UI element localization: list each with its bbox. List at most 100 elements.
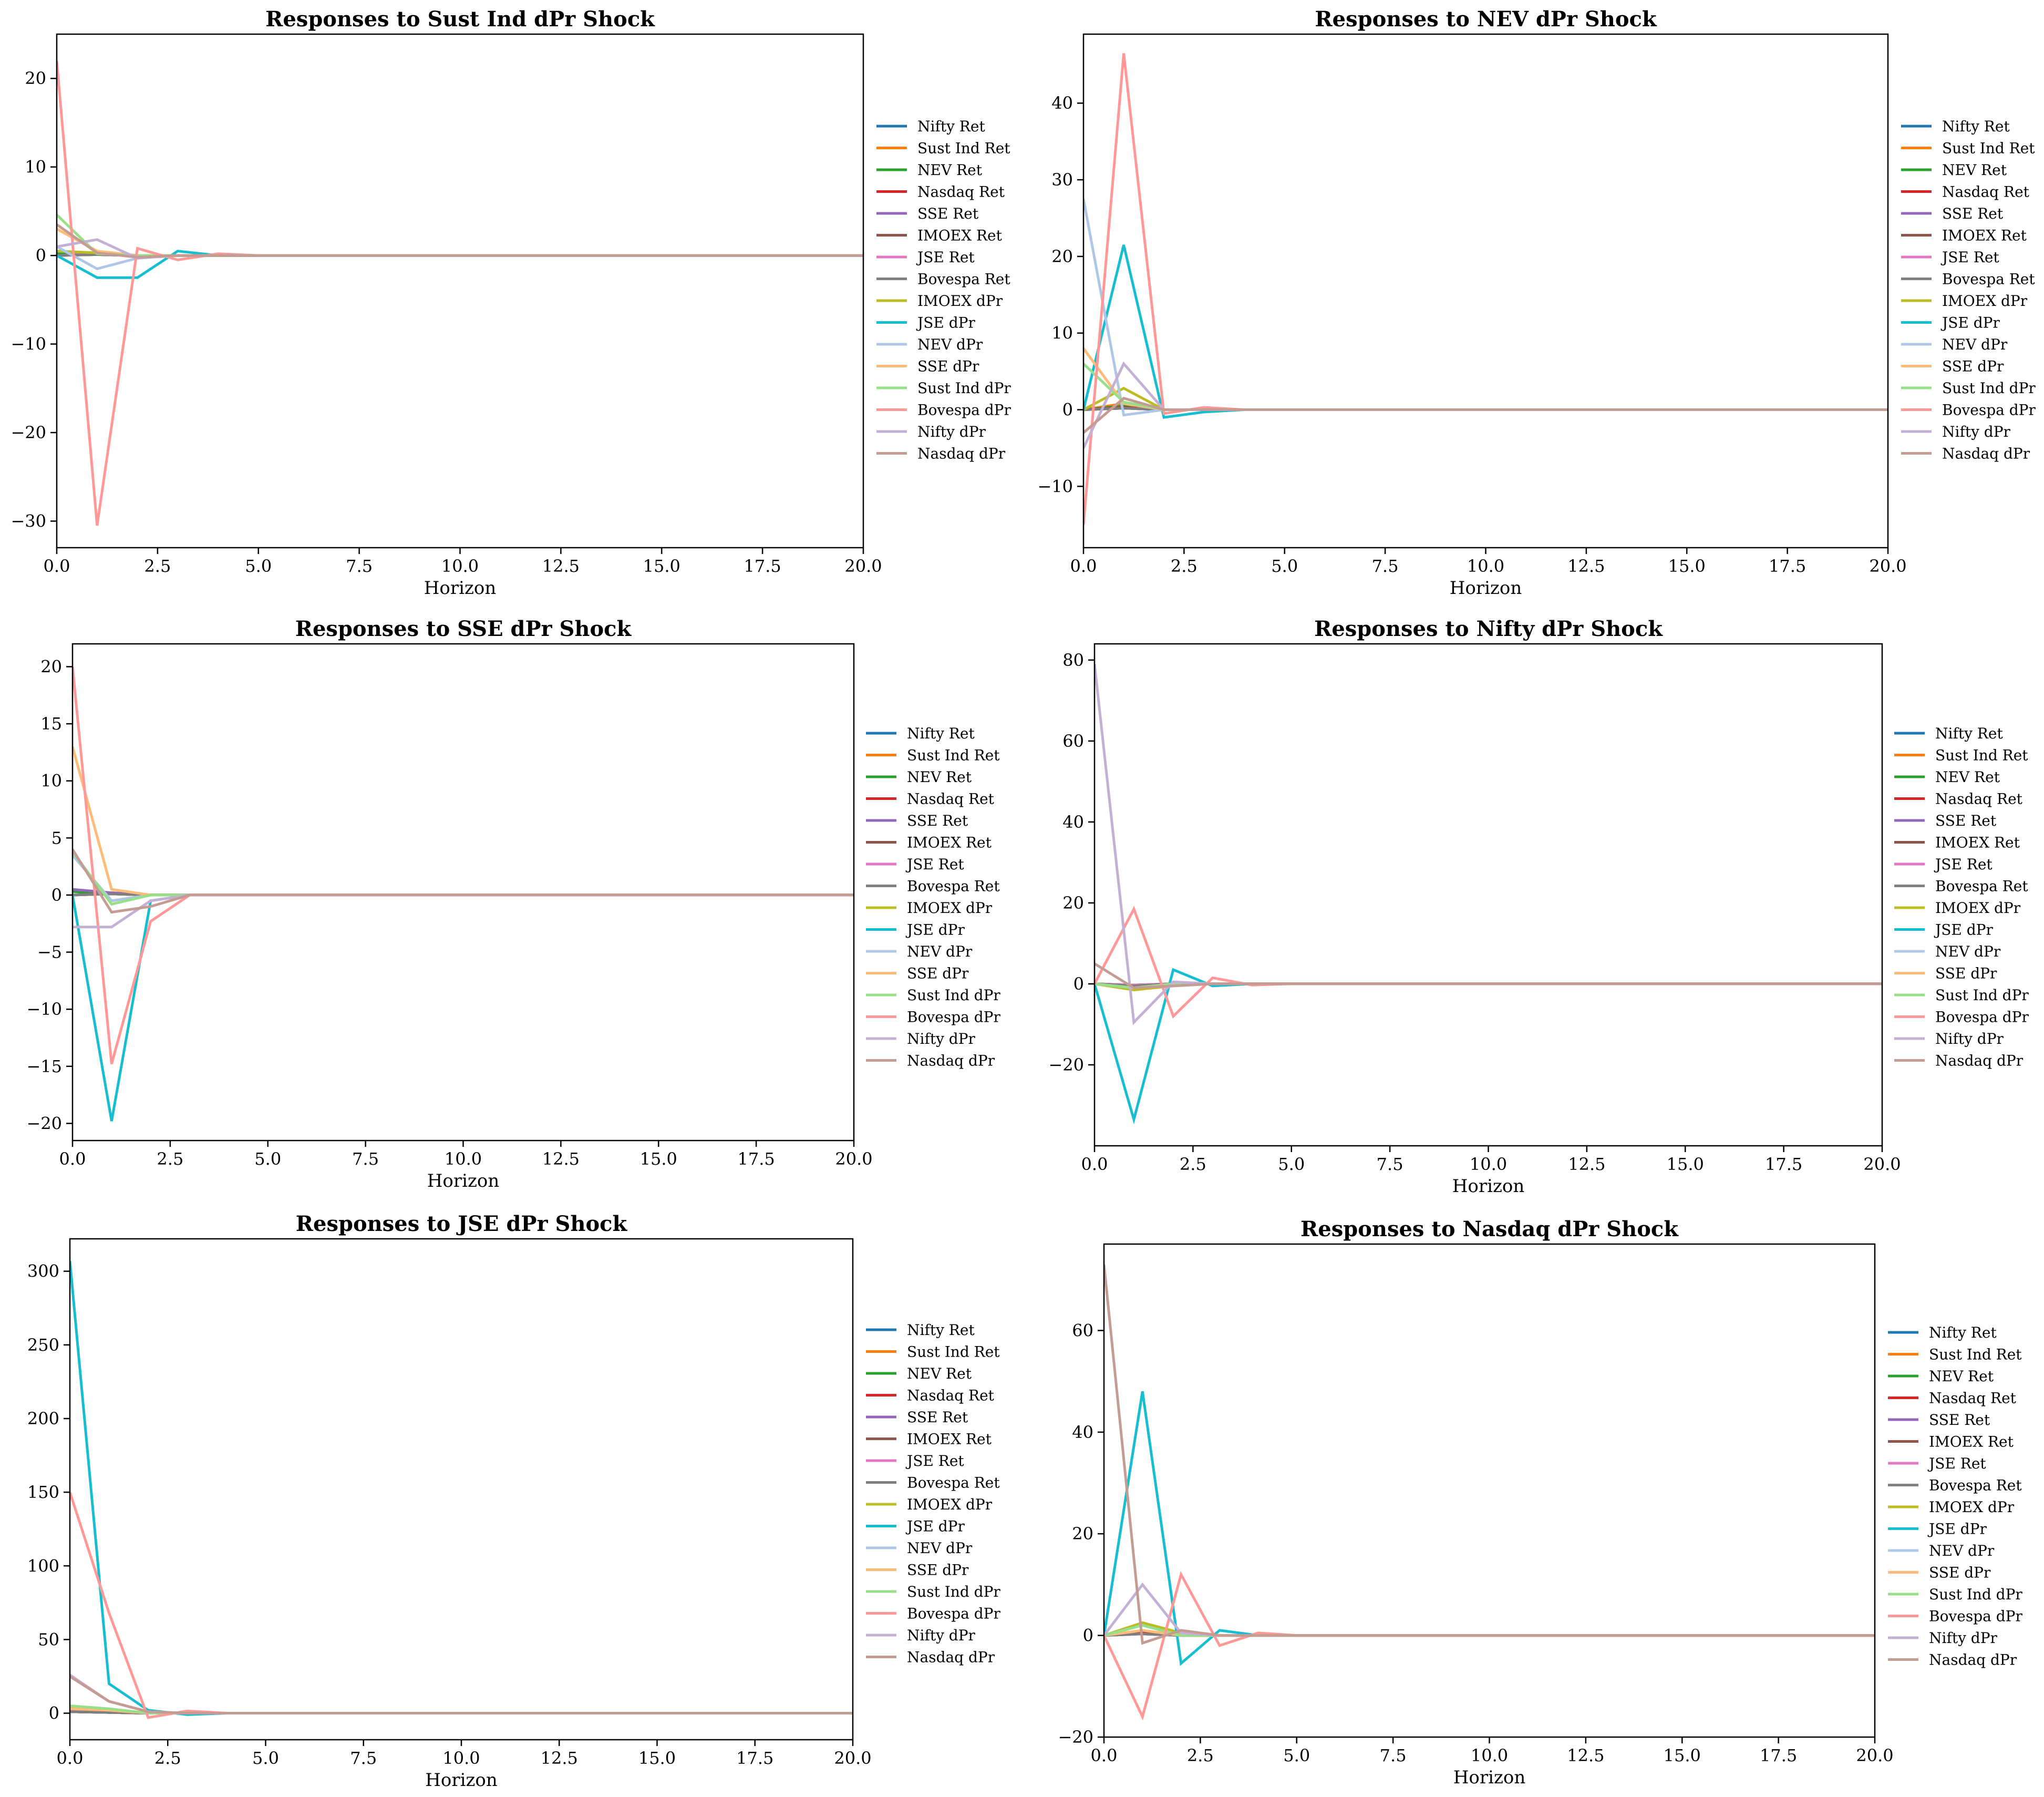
series-lines [57, 60, 863, 526]
y-tick-label: 200 [27, 1409, 59, 1429]
legend-label: IMOEX dPr [907, 899, 993, 917]
x-tick-label: 2.5 [1171, 556, 1198, 576]
legend-label: Sust Ind Ret [907, 747, 1000, 764]
x-axis-label: Horizon [427, 1170, 500, 1192]
x-tick-label: 5.0 [254, 1149, 281, 1169]
y-tick-label: 60 [1072, 1320, 1093, 1340]
x-tick-label: 0.0 [44, 556, 70, 576]
x-tick-label: 12.5 [542, 556, 580, 576]
x-tick-label: 7.5 [1372, 556, 1399, 576]
legend-label: SSE Ret [917, 205, 979, 222]
x-tick-label: 10.0 [445, 1149, 482, 1169]
series-line [1095, 962, 1882, 990]
x-axis-label: Horizon [424, 578, 497, 599]
y-tick-label: 0 [36, 245, 46, 265]
legend-label: Nasdaq Ret [917, 183, 1005, 201]
x-tick-label: 2.5 [154, 1748, 181, 1768]
x-tick-label: 5.0 [252, 1748, 279, 1768]
legend-label: SSE dPr [1942, 358, 2004, 375]
x-tick-label: 10.0 [1470, 1154, 1507, 1174]
series-line [1095, 664, 1882, 1025]
legend-label: NEV Ret [1935, 768, 2000, 786]
legend-label: Nasdaq dPr [917, 445, 1006, 463]
legend-label: SSE dPr [917, 358, 979, 375]
y-tick-label: −15 [26, 1056, 62, 1076]
x-tick-label: 12.5 [1567, 556, 1605, 576]
y-tick-label: 300 [27, 1261, 59, 1281]
legend-label: Nasdaq Ret [907, 1387, 995, 1404]
series-line [73, 666, 854, 1065]
plot-frame [1082, 33, 1889, 549]
x-tick-label: 20.0 [834, 1748, 871, 1768]
legend-label: Bovespa dPr [1942, 402, 2036, 419]
y-tick-label: 15 [40, 714, 62, 734]
legend-label: Nifty dPr [1935, 1030, 2004, 1048]
legend-label: SSE Ret [1942, 205, 2004, 222]
series-line [57, 223, 863, 259]
legend: Nifty Ret Sust Ind Ret NEV Ret Nasdaq Ret SS… [866, 1321, 1000, 1666]
y-tick-label: 30 [1051, 170, 1073, 190]
legend-label: Nasdaq Ret [1942, 183, 2030, 201]
legend-label: Sust Ind dPr [1935, 987, 2029, 1004]
series-lines [1104, 1264, 1875, 1721]
legend-label: NEV dPr [907, 1539, 973, 1557]
legend-label: IMOEX Ret [1929, 1433, 2014, 1451]
y-tick-label: 0 [1073, 974, 1084, 994]
x-tick-label: 0.0 [1081, 1154, 1108, 1174]
y-tick-label: 60 [1062, 731, 1084, 751]
legend-label: Bovespa Ret [917, 271, 1010, 288]
legend-label: Nifty Ret [1929, 1324, 1997, 1341]
legend-label: Bovespa dPr [1935, 1009, 2029, 1026]
chart-panel: Responses to Nifty dPr Shock 0.0 2.5 5.0 7.5… [1048, 617, 2029, 1197]
chart-panel: Responses to SSE dPr Shock 0.0 2.5 5.0 7.5 10… [26, 617, 1000, 1192]
legend-label: Nifty dPr [1942, 423, 2011, 440]
x-axis-label: Horizon [425, 1770, 498, 1791]
series-line [57, 213, 863, 257]
series-line [1104, 1264, 1875, 1645]
legend-label: Nasdaq dPr [907, 1649, 995, 1666]
x-tick-label: 5.0 [1283, 1745, 1310, 1765]
series-line [1083, 363, 1888, 411]
x-tick-label: 15.0 [1664, 1745, 1701, 1765]
legend-label: SSE dPr [907, 1562, 969, 1579]
x-tick-label: 17.5 [1769, 556, 1806, 576]
legend-label: IMOEX Ret [917, 227, 1003, 244]
legend-label: Bovespa Ret [907, 878, 1000, 895]
legend-label: IMOEX Ret [1942, 227, 2027, 244]
y-tick-label: 250 [27, 1335, 59, 1355]
x-tick-label: 12.5 [542, 1149, 580, 1169]
series-lines [1083, 53, 1888, 525]
x-tick-label: 12.5 [1568, 1154, 1605, 1174]
legend-label: Nasdaq Ret [1935, 790, 2023, 808]
legend-label: NEV Ret [1929, 1368, 1994, 1385]
x-tick-label: 10.0 [1471, 1745, 1508, 1765]
x-axis-label: Horizon [1450, 578, 1522, 599]
x-tick-label: 0.0 [1091, 1745, 1118, 1765]
legend-label: Nasdaq Ret [907, 790, 995, 808]
y-tick-label: 0 [1062, 400, 1073, 420]
x-tick-label: 17.5 [744, 556, 781, 576]
chart-title: Responses to Nasdaq dPr Shock [1300, 1217, 1679, 1241]
y-tick-label: −30 [11, 511, 46, 531]
series-line [1104, 1582, 1875, 1637]
y-tick-label: 10 [40, 771, 62, 791]
legend: Nifty Ret Sust Ind Ret NEV Ret Nasdaq Ret SS… [1901, 118, 2036, 463]
x-tick-label: 17.5 [1760, 1745, 1797, 1765]
legend-label: NEV dPr [1929, 1542, 1995, 1559]
legend-label: JSE Ret [905, 1452, 964, 1470]
series-line [57, 60, 863, 526]
y-tick-label: −10 [26, 999, 62, 1019]
x-tick-label: 7.5 [346, 556, 373, 576]
legend-label: JSE dPr [1940, 314, 2000, 332]
series-line [73, 894, 854, 1122]
legend-label: NEV dPr [917, 336, 983, 353]
legend-label: Nifty Ret [907, 1321, 975, 1339]
x-tick-label: 20.0 [844, 556, 882, 576]
series-line [1083, 396, 1888, 434]
legend-label: IMOEX Ret [907, 834, 992, 851]
legend-label: SSE Ret [1935, 812, 1997, 829]
series-line [1083, 244, 1888, 419]
legend-label: Sust Ind dPr [917, 379, 1011, 397]
x-tick-label: 17.5 [1765, 1154, 1802, 1174]
series-line [70, 1675, 853, 1714]
